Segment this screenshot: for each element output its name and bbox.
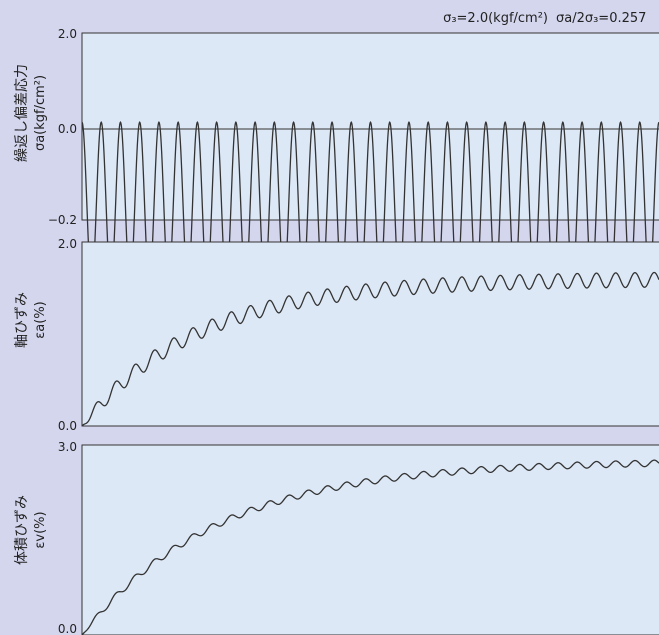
y-tick-label: 2.0 xyxy=(58,27,77,41)
y-tick-label: 3.0 xyxy=(58,440,77,454)
chart-panel-top: 2.0 0.0 −0.2 繰返し偏差応力 σa(kgf/cm²) xyxy=(14,27,659,286)
y-tick-label: 0.0 xyxy=(58,622,77,635)
y-tick-label: 0.0 xyxy=(58,419,77,433)
plot-area xyxy=(81,241,659,427)
y-tick-label: 0.0 xyxy=(58,122,77,136)
series-line xyxy=(81,459,659,635)
series-line xyxy=(81,120,659,286)
header-right: σa/2σ₃=0.257 xyxy=(556,11,646,26)
plot-area xyxy=(81,32,659,221)
chart-panel-middle: 2.0 0.0 軸ひずみ εa(%) xyxy=(14,237,659,433)
series-line xyxy=(81,271,659,427)
y-tick-label: −0.2 xyxy=(48,213,77,227)
header-left: σ₃=2.0(kgf/cm²) xyxy=(443,11,548,26)
y-tick-label: 2.0 xyxy=(58,237,77,251)
chart-panel-bottom: 3.0 0.0 体積ひずみ εv(%) xyxy=(14,440,659,635)
y-axis-label: σa(kgf/cm²) xyxy=(33,75,48,151)
y-axis-label-jp: 体積ひずみ xyxy=(14,495,30,565)
y-axis-label-jp: 軸ひずみ xyxy=(14,292,30,348)
plot-area xyxy=(81,444,659,635)
y-axis-label: εv(%) xyxy=(33,511,48,548)
y-axis-label: εa(%) xyxy=(33,301,48,339)
y-axis-label-jp: 繰返し偏差応力 xyxy=(14,64,30,162)
